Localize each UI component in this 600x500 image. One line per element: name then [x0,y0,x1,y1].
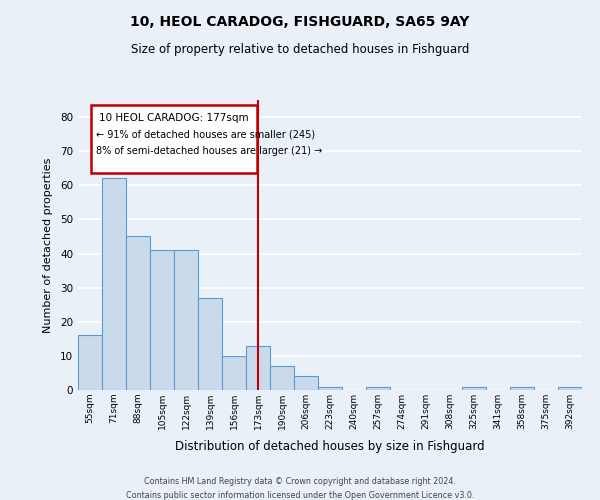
Bar [174,250,198,390]
Bar [270,366,294,390]
Bar [78,336,102,390]
FancyBboxPatch shape [91,105,257,174]
Bar [294,376,318,390]
Text: ← 91% of detached houses are smaller (245): ← 91% of detached houses are smaller (24… [96,129,315,139]
Text: Contains public sector information licensed under the Open Government Licence v3: Contains public sector information licen… [126,491,474,500]
Bar [198,298,222,390]
Bar [462,386,486,390]
Bar [246,346,270,390]
Bar [222,356,246,390]
Bar [510,386,534,390]
Bar [126,236,150,390]
Text: Size of property relative to detached houses in Fishguard: Size of property relative to detached ho… [131,42,469,56]
Text: 10, HEOL CARADOG, FISHGUARD, SA65 9AY: 10, HEOL CARADOG, FISHGUARD, SA65 9AY [130,15,470,29]
X-axis label: Distribution of detached houses by size in Fishguard: Distribution of detached houses by size … [175,440,485,454]
Bar [150,250,174,390]
Text: 10 HEOL CARADOG: 177sqm: 10 HEOL CARADOG: 177sqm [99,112,249,122]
Bar [102,178,126,390]
Text: Contains HM Land Registry data © Crown copyright and database right 2024.: Contains HM Land Registry data © Crown c… [144,478,456,486]
Bar [366,386,390,390]
Bar [318,386,342,390]
Y-axis label: Number of detached properties: Number of detached properties [43,158,53,332]
Bar [558,386,582,390]
Text: 8% of semi-detached houses are larger (21) →: 8% of semi-detached houses are larger (2… [96,146,322,156]
